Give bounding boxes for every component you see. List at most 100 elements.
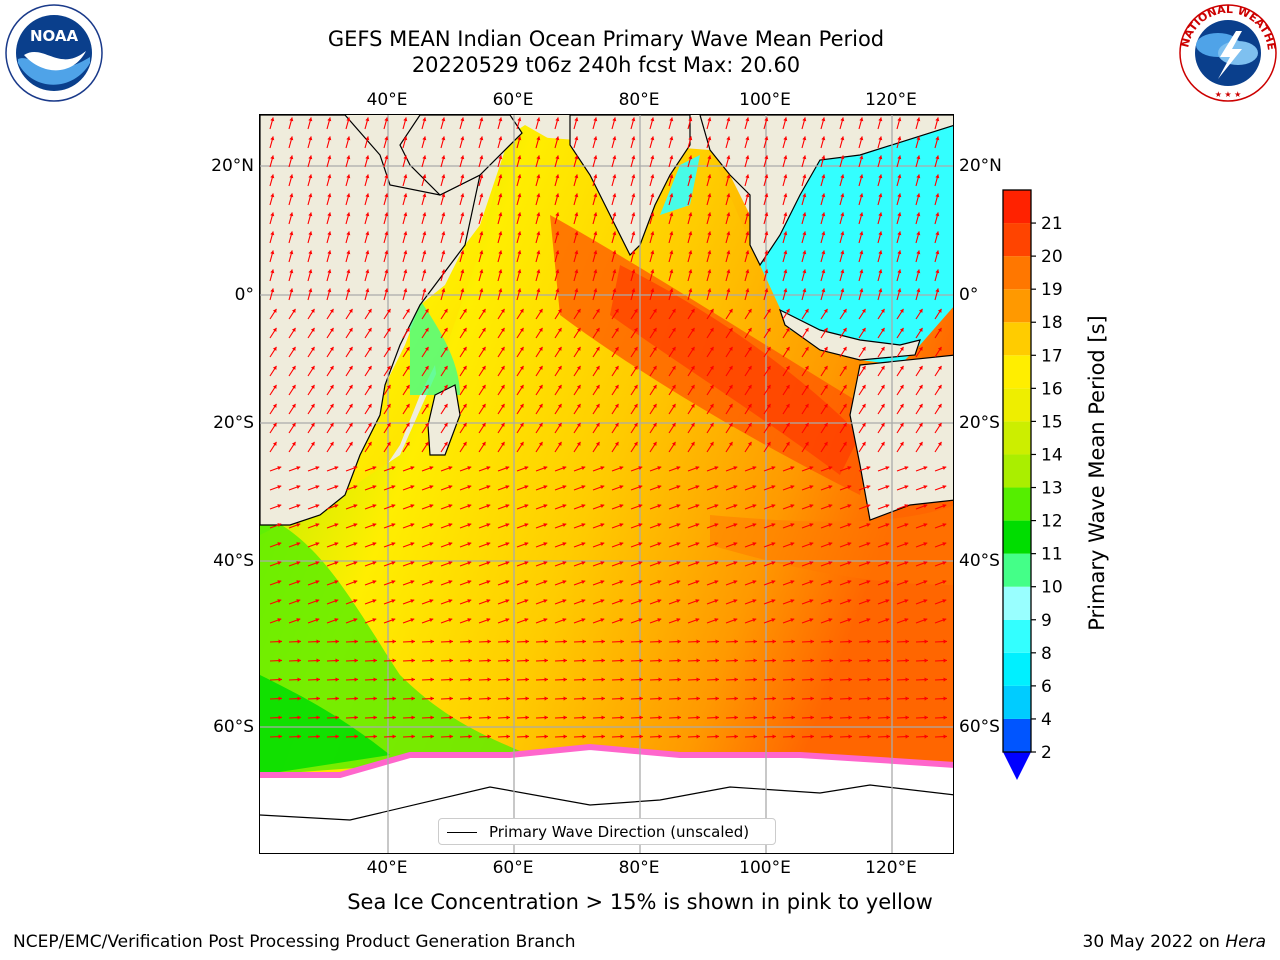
australia-landmass [849, 354, 953, 521]
lat-label-right: 20°S [959, 413, 1000, 433]
wave-arrow-head [430, 639, 434, 644]
lon-label-bottom: 60°E [492, 858, 534, 878]
wave-arrow-head [593, 155, 598, 160]
wave-arrow-head [479, 155, 484, 160]
wave-arrow-head [809, 523, 814, 527]
wave-arrow-head [335, 639, 339, 644]
wave-arrow-head [878, 155, 883, 160]
wave-arrow-head [657, 542, 662, 546]
wave-arrow-head [462, 308, 467, 313]
wave-arrow-head [688, 174, 693, 179]
wave-arrow-head [544, 677, 548, 682]
wave-arrow-head [747, 441, 752, 446]
wave-arrow-head [878, 231, 883, 236]
wave-arrow-head [753, 734, 757, 739]
wave-arrow-head [365, 155, 370, 160]
wave-arrow-head [676, 618, 681, 622]
wave-arrow-head [403, 193, 408, 198]
wave-arrow-head [329, 384, 334, 389]
wave-arrow-head [270, 136, 275, 141]
wave-arrow-head [392, 677, 396, 682]
wave-arrow-head [405, 346, 410, 351]
wave-arrow-head [448, 542, 453, 546]
wave-arrow-head [405, 327, 410, 332]
wave-arrow-head [916, 269, 921, 274]
wave-arrow-head [538, 365, 543, 370]
wave-arrow-head [771, 599, 776, 603]
wave-arrow-head [810, 734, 814, 739]
wave-arrow-head [620, 658, 624, 663]
wave-arrow-head [657, 618, 662, 622]
wave-arrow-head [918, 365, 923, 370]
wave-arrow-head [669, 231, 674, 236]
wave-arrow-head [772, 677, 776, 682]
wave-arrow-head [601, 639, 605, 644]
wave-arrow-head [790, 504, 795, 508]
wave-arrow-head [669, 117, 674, 122]
wave-arrow-head [633, 365, 638, 370]
wave-arrow-head [918, 422, 923, 427]
wave-arrow-head [272, 308, 277, 313]
wave-arrow-head [519, 346, 524, 351]
wave-arrow-head [486, 599, 491, 603]
wave-arrow-head [695, 618, 700, 622]
wave-arrow-head [745, 231, 750, 236]
wave-arrow-head [487, 734, 491, 739]
wave-arrow-head [669, 193, 674, 198]
wave-arrow-head [308, 136, 313, 141]
wave-arrow-head [916, 136, 921, 141]
wave-arrow-head [823, 403, 828, 408]
wave-arrow-head [802, 136, 807, 141]
wave-arrow-head [467, 618, 472, 622]
wave-arrow-head [593, 288, 598, 293]
wave-arrow-head [690, 365, 695, 370]
wave-arrow-head [277, 561, 282, 565]
wave-arrow-head [524, 523, 529, 527]
wave-arrow-head [733, 466, 738, 470]
wave-arrow-head [612, 231, 617, 236]
wave-arrow-head [726, 250, 731, 255]
wave-arrow-head [695, 561, 700, 565]
wave-arrow-head [524, 599, 529, 603]
wave-arrow-head [847, 485, 852, 489]
wave-arrow-head [346, 212, 351, 217]
colorbar-tick-label: 21 [1041, 214, 1063, 234]
wave-arrow-head [916, 212, 921, 217]
wave-arrow-head [878, 250, 883, 255]
wave-arrow-head [296, 580, 301, 584]
wave-arrow-head [728, 308, 733, 313]
wave-arrow-head [905, 639, 909, 644]
wave-arrow-head [348, 441, 353, 446]
wave-arrow-head [828, 504, 833, 508]
wave-arrow-head [942, 485, 947, 489]
wave-arrow-head [297, 639, 301, 644]
wave-arrow-head [422, 193, 427, 198]
wave-arrow-head [747, 422, 752, 427]
wave-arrow-head [460, 250, 465, 255]
wave-arrow-head [405, 308, 410, 313]
wave-arrow-head [804, 422, 809, 427]
wave-arrow-head [848, 677, 852, 682]
wave-arrow-head [536, 136, 541, 141]
wave-arrow-head [582, 658, 586, 663]
colorbar-cell [1003, 586, 1031, 620]
wave-arrow-head [842, 327, 847, 332]
wave-arrow-head [272, 441, 277, 446]
lon-label-top: 120°E [865, 90, 917, 110]
wave-arrow-head [753, 677, 757, 682]
wave-arrow-head [821, 269, 826, 274]
wave-arrow-head [595, 422, 600, 427]
wave-arrow-head [937, 403, 942, 408]
wave-arrow-head [487, 639, 491, 644]
wave-arrow-head [524, 580, 529, 584]
wave-arrow-head [709, 441, 714, 446]
wave-arrow-head [899, 422, 904, 427]
wave-arrow-head [346, 231, 351, 236]
wave-arrow-head [847, 561, 852, 565]
wave-arrow-head [278, 677, 282, 682]
wave-arrow-head [943, 677, 947, 682]
lon-label-bottom: 120°E [865, 858, 917, 878]
wave-arrow-head [766, 365, 771, 370]
wave-arrow-head [771, 466, 776, 470]
wave-arrow-head [543, 466, 548, 470]
